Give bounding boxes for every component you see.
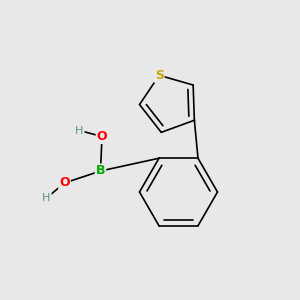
Text: O: O bbox=[97, 130, 107, 143]
Text: H: H bbox=[75, 125, 84, 136]
Text: O: O bbox=[59, 176, 70, 190]
Text: H: H bbox=[42, 193, 51, 203]
Text: B: B bbox=[96, 164, 105, 178]
Text: S: S bbox=[155, 69, 164, 82]
